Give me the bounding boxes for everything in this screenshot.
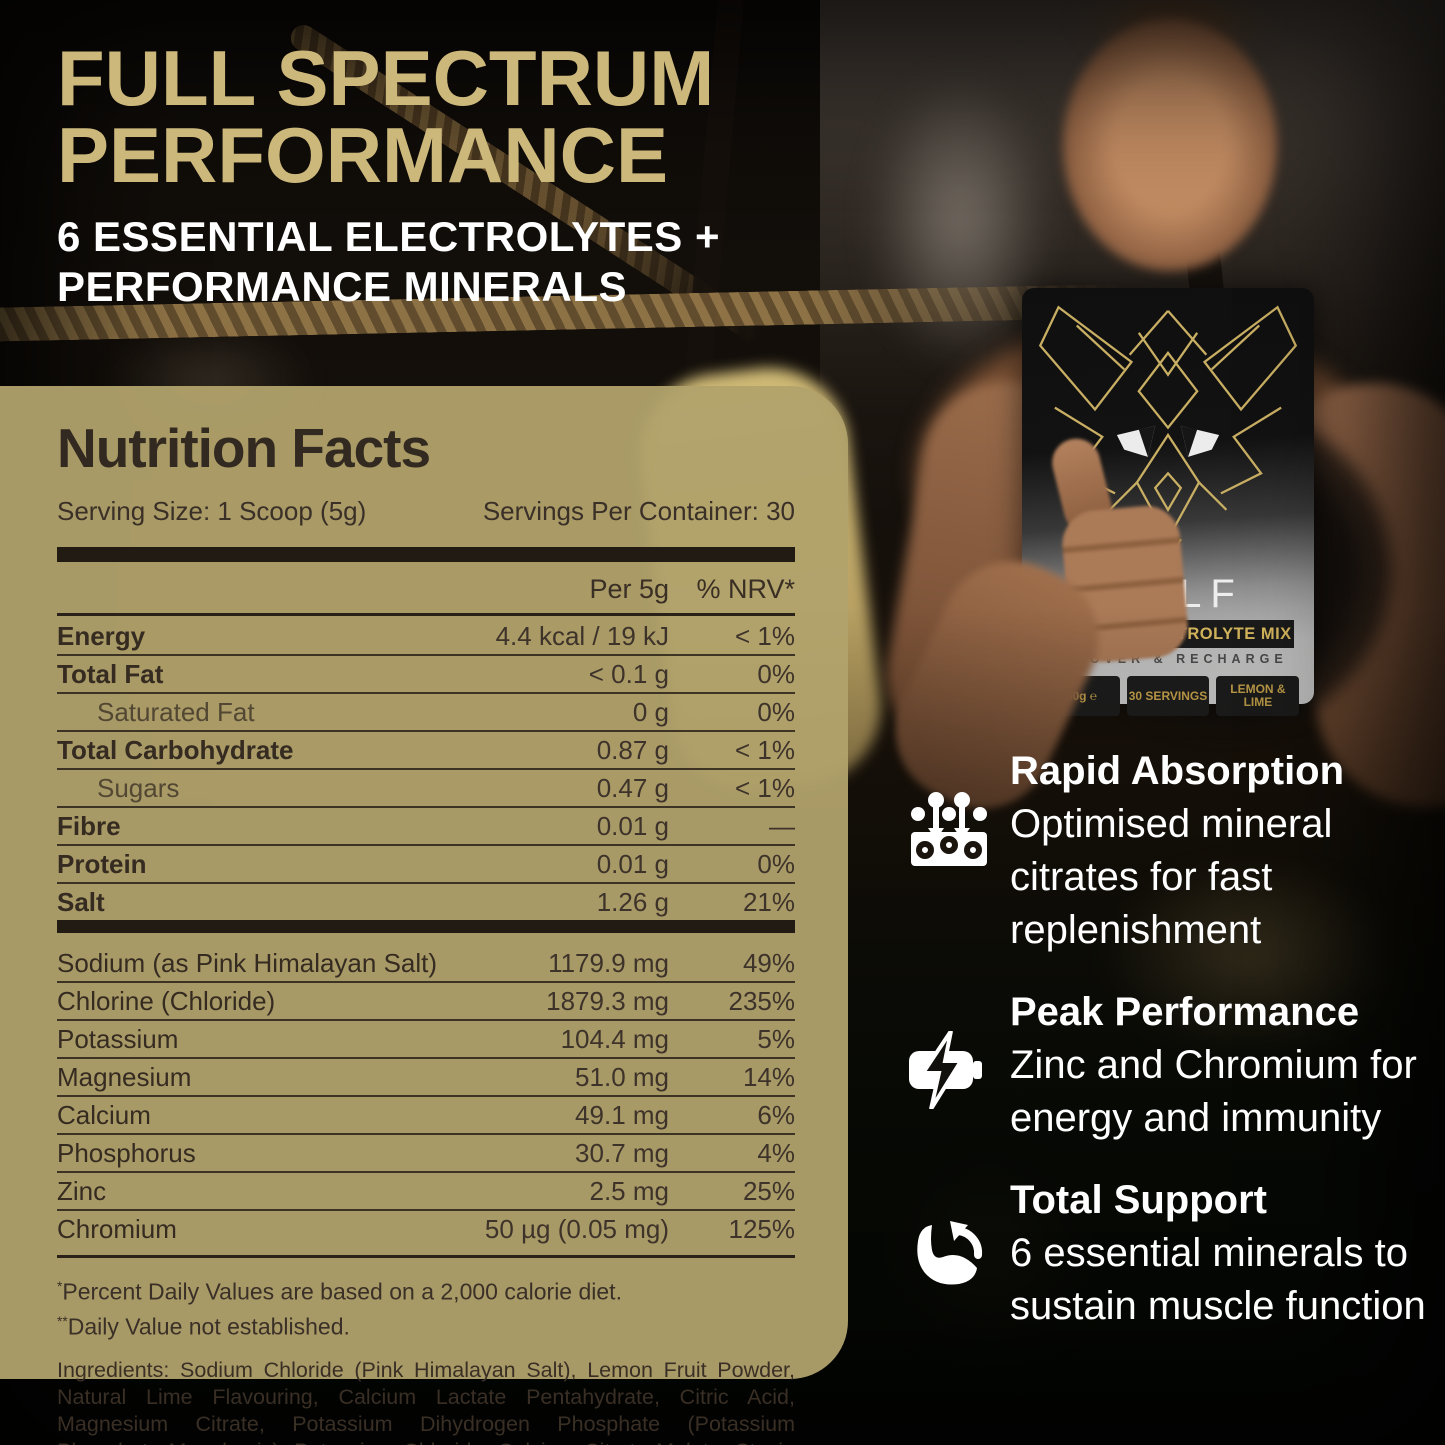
macro-table: Energy 4.4 kcal / 19 kJ < 1% Total Fat < 0.… bbox=[57, 618, 795, 920]
mineral-table: Sodium (as Pink Himalayan Salt) 1179.9 mg… bbox=[57, 945, 795, 1247]
divider-thick bbox=[57, 547, 795, 562]
column-nrv: % NRV* bbox=[696, 574, 795, 604]
nutrition-facts-title: Nutrition Facts bbox=[57, 417, 431, 479]
table-row: Fibre 0.01 g — bbox=[57, 808, 795, 846]
muscle-arm-icon bbox=[888, 1177, 1010, 1333]
subtitle-line-1: 6 ESSENTIAL ELECTROLYTES + bbox=[57, 213, 720, 260]
column-headers: Per 5g % NRV* bbox=[57, 574, 795, 605]
table-row: Chromium 50 µg (0.05 mg) 125% bbox=[57, 1214, 795, 1244]
table-row: Phosphorus 30.7 mg 4% bbox=[57, 1135, 795, 1173]
table-row: Sugars 0.47 g < 1% bbox=[57, 770, 795, 808]
divider-thick bbox=[57, 920, 795, 933]
feature-rapid-absorption: Rapid Absorption Optimised mineral citra… bbox=[888, 748, 1440, 957]
table-row: Protein 0.01 g 0% bbox=[57, 846, 795, 884]
table-row: Magnesium 51.0 mg 14% bbox=[57, 1059, 795, 1097]
table-row: Total Fat < 0.1 g 0% bbox=[57, 656, 795, 694]
subtitle-line-2: PERFORMANCE MINERALS bbox=[57, 263, 628, 310]
table-row: Total Carbohydrate 0.87 g < 1% bbox=[57, 732, 795, 770]
feature-callouts: Rapid Absorption Optimised mineral citra… bbox=[888, 748, 1440, 1365]
feature-text: Optimised mineral citrates for fast repl… bbox=[1010, 802, 1333, 952]
battery-bolt-icon bbox=[888, 989, 1010, 1145]
title-line-2: PERFORMANCE bbox=[57, 111, 669, 199]
divider-medium bbox=[57, 613, 795, 616]
serving-size: Serving Size: 1 Scoop (5g) bbox=[57, 496, 367, 526]
feature-text: Zinc and Chromium for energy and immunit… bbox=[1010, 1043, 1417, 1140]
footnote: *Percent Daily Values are based on a 2,0… bbox=[57, 1278, 622, 1305]
feature-title: Peak Performance bbox=[1010, 990, 1360, 1034]
table-row: Chlorine (Chloride) 1879.3 mg 235% bbox=[57, 983, 795, 1021]
page-subtitle: 6 ESSENTIAL ELECTROLYTES + PERFORMANCE M… bbox=[57, 212, 720, 312]
feature-total-support: Total Support 6 essential minerals to su… bbox=[888, 1177, 1440, 1333]
divider-medium bbox=[57, 1255, 795, 1258]
feature-text: 6 essential minerals to sustain muscle f… bbox=[1010, 1231, 1426, 1328]
absorption-icon bbox=[888, 748, 1010, 957]
footnote: **Daily Value not established. bbox=[57, 1313, 350, 1340]
nutrition-facts-panel: Nutrition Facts Serving Size: 1 Scoop (5… bbox=[0, 386, 848, 1445]
table-row: Calcium 49.1 mg 6% bbox=[57, 1097, 795, 1135]
table-row: Saturated Fat 0 g 0% bbox=[57, 694, 795, 732]
feature-peak-performance: Peak Performance Zinc and Chromium for e… bbox=[888, 989, 1440, 1145]
title-line-1: FULL SPECTRUM bbox=[57, 34, 715, 122]
column-amount: Per 5g bbox=[589, 574, 669, 604]
feature-title: Rapid Absorption bbox=[1010, 749, 1345, 793]
table-row: Zinc 2.5 mg 25% bbox=[57, 1173, 795, 1211]
table-row: Salt 1.26 g 21% bbox=[57, 887, 795, 917]
serving-info: Serving Size: 1 Scoop (5g) Servings Per … bbox=[57, 496, 795, 527]
ingredients-text: Ingredients: Sodium Chloride (Pink Himal… bbox=[57, 1358, 795, 1445]
table-row: Energy 4.4 kcal / 19 kJ < 1% bbox=[57, 618, 795, 656]
table-row: Potassium 104.4 mg 5% bbox=[57, 1021, 795, 1059]
table-row: Sodium (as Pink Himalayan Salt) 1179.9 mg… bbox=[57, 945, 795, 983]
feature-title: Total Support bbox=[1010, 1178, 1267, 1222]
servings-per-container: Servings Per Container: 30 bbox=[482, 496, 795, 526]
footnotes: *Percent Daily Values are based on a 2,0… bbox=[57, 1272, 795, 1341]
page-title: FULL SPECTRUM PERFORMANCE bbox=[57, 34, 715, 199]
